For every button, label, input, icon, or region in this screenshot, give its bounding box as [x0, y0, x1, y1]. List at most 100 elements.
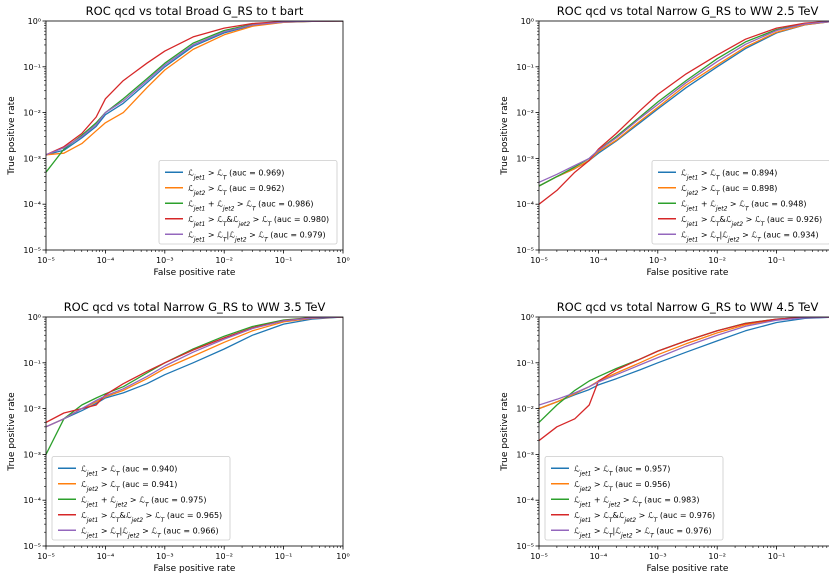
x-axis-label: False positive rate: [647, 268, 729, 278]
chart-title: ROC qcd vs total Narrow G_RS to WW 3.5 T…: [64, 300, 326, 314]
legend-entry: ℒjet1 > ℒT&ℒjet2 > ℒT (auc = 0.980): [188, 215, 329, 228]
x-tick-label: 10⁻⁵: [37, 256, 55, 265]
roc-series-line-2: [539, 317, 829, 410]
y-axis-label: True positive rate: [500, 392, 510, 472]
roc-series-line-4: [46, 317, 343, 423]
roc-panel-3: ROC qcd vs total Narrow G_RS to WW 3.5 T…: [7, 300, 350, 574]
roc-panel-4: ROC qcd vs total Narrow G_RS to WW 4.5 T…: [500, 300, 829, 574]
roc-series-line-3: [46, 317, 343, 455]
roc-series-line-4: [46, 21, 343, 156]
roc-series-line-1: [46, 21, 343, 156]
x-tick-label: 10⁻³: [156, 552, 174, 561]
x-tick-label: 10⁻⁴: [97, 552, 115, 561]
plot-frame: [538, 20, 829, 251]
y-tick-label: 10⁻³: [516, 154, 534, 163]
x-tick-label: 10⁻¹: [768, 552, 786, 561]
x-axis-label: False positive rate: [154, 268, 236, 278]
legend-entry: ℒjet1 > ℒT|ℒjet2 > ℒT (auc = 0.934): [681, 230, 819, 243]
x-tick-label: 10⁻¹: [275, 552, 293, 561]
x-tick-label: 10⁻⁵: [37, 552, 55, 561]
x-tick-label: 10⁻¹: [275, 256, 293, 265]
x-tick-label: 10⁻²: [215, 552, 233, 561]
x-tick-label: 10⁻⁵: [530, 256, 548, 265]
legend-entry: ℒjet1 + ℒjet2 > ℒT (auc = 0.986): [188, 199, 313, 212]
legend-entry: ℒjet2 > ℒT (auc = 0.898): [681, 184, 777, 197]
roc-series-line-5: [539, 317, 829, 406]
y-tick-label: 10⁰: [521, 17, 534, 26]
y-tick-label: 10⁻⁴: [23, 200, 41, 209]
y-tick-label: 10⁻⁵: [516, 542, 534, 551]
roc-series-line-2: [46, 317, 343, 428]
y-tick-label: 10⁻¹: [23, 359, 41, 368]
y-tick-label: 10⁻⁵: [23, 542, 41, 551]
legend-entry: ℒjet2 > ℒT (auc = 0.941): [81, 480, 177, 493]
y-tick-label: 10⁻³: [516, 450, 534, 459]
x-tick-label: 10⁰: [336, 552, 349, 561]
roc-series-line-1: [539, 317, 829, 410]
legend-entry: ℒjet1 > ℒT|ℒjet2 > ℒT (auc = 0.979): [188, 230, 326, 243]
roc-panel-2: ROC qcd vs total Narrow G_RS to WW 2.5 T…: [500, 4, 829, 278]
y-tick-label: 10⁻¹: [516, 359, 534, 368]
legend-entry: ℒjet1 > ℒT (auc = 0.940): [81, 464, 177, 477]
legend-box: [544, 456, 724, 541]
plot-frame: [538, 316, 829, 547]
x-tick-label: 10⁻³: [649, 256, 667, 265]
roc-panel-1: ROC qcd vs total Broad G_RS to t bart 10⁻…: [7, 4, 350, 278]
y-tick-label: 10⁻⁴: [516, 200, 534, 209]
x-tick-label: 10⁻¹: [768, 256, 786, 265]
roc-series-line-2: [46, 21, 343, 156]
roc-series-line-4: [539, 317, 829, 442]
y-tick-label: 10⁻³: [23, 450, 41, 459]
roc-series-line-5: [539, 21, 829, 183]
legend-entry: ℒjet1 > ℒT (auc = 0.969): [188, 168, 284, 181]
y-tick-label: 10⁻²: [516, 109, 534, 118]
y-tick-label: 10⁻⁴: [516, 496, 534, 505]
y-tick-label: 10⁻¹: [516, 63, 534, 72]
roc-series-line-4: [539, 21, 829, 205]
roc-series-line-5: [46, 317, 343, 428]
legend-entry: ℒjet2 > ℒT (auc = 0.956): [574, 480, 670, 493]
legend: ℒjet1 > ℒT (auc = 0.894) ℒjet2 > ℒT (auc …: [651, 160, 829, 245]
y-axis-label: True positive rate: [7, 96, 17, 176]
y-tick-label: 10⁰: [28, 313, 41, 322]
y-tick-label: 10⁻⁵: [23, 246, 41, 255]
legend: ℒjet1 > ℒT (auc = 0.969) ℒjet2 > ℒT (auc …: [158, 160, 338, 245]
x-tick-label: 10⁻⁴: [97, 256, 115, 265]
roc-series-line-1: [46, 317, 343, 428]
legend-box: [51, 456, 231, 541]
plot-frame: [45, 316, 344, 547]
x-tick-label: 10⁻²: [708, 552, 726, 561]
legend-entry: ℒjet1 + ℒjet2 > ℒT (auc = 0.983): [574, 495, 699, 508]
legend-entry: ℒjet1 > ℒT|ℒjet2 > ℒT (auc = 0.976): [574, 526, 712, 539]
y-tick-label: 10⁻²: [516, 405, 534, 414]
y-axis-label: True positive rate: [500, 96, 510, 176]
y-tick-label: 10⁰: [28, 17, 41, 26]
x-axis-label: False positive rate: [647, 564, 729, 574]
roc-series-line-3: [539, 317, 829, 423]
legend: ℒjet1 > ℒT (auc = 0.940) ℒjet2 > ℒT (auc …: [51, 456, 231, 541]
legend-entry: ℒjet1 > ℒT (auc = 0.957): [574, 464, 670, 477]
legend-entry: ℒjet1 > ℒT|ℒjet2 > ℒT (auc = 0.966): [81, 526, 219, 539]
legend: ℒjet1 > ℒT (auc = 0.957) ℒjet2 > ℒT (auc …: [544, 456, 724, 541]
x-tick-label: 10⁻⁵: [530, 552, 548, 561]
x-tick-label: 10⁻²: [215, 256, 233, 265]
legend-entry: ℒjet1 > ℒT (auc = 0.894): [681, 168, 777, 181]
x-tick-label: 10⁻⁴: [590, 552, 608, 561]
y-tick-label: 10⁻²: [23, 109, 41, 118]
legend-entry: ℒjet1 > ℒT&ℒjet2 > ℒT (auc = 0.976): [574, 511, 715, 524]
legend-entry: ℒjet1 > ℒT&ℒjet2 > ℒT (auc = 0.926): [681, 215, 822, 228]
x-tick-label: 10⁻³: [156, 256, 174, 265]
chart-title: ROC qcd vs total Narrow G_RS to WW 2.5 T…: [557, 4, 819, 18]
chart-title: ROC qcd vs total Broad G_RS to t bart: [86, 4, 304, 18]
legend-entry: ℒjet2 > ℒT (auc = 0.962): [188, 184, 284, 197]
y-axis-label: True positive rate: [7, 392, 17, 472]
y-tick-label: 10⁻²: [23, 405, 41, 414]
x-tick-label: 10⁰: [336, 256, 349, 265]
y-tick-label: 10⁻¹: [23, 63, 41, 72]
chart-title: ROC qcd vs total Narrow G_RS to WW 4.5 T…: [557, 300, 819, 314]
y-tick-label: 10⁻⁴: [23, 496, 41, 505]
legend-entry: ℒjet1 + ℒjet2 > ℒT (auc = 0.948): [681, 199, 806, 212]
legend-entry: ℒjet1 + ℒjet2 > ℒT (auc = 0.975): [81, 495, 206, 508]
